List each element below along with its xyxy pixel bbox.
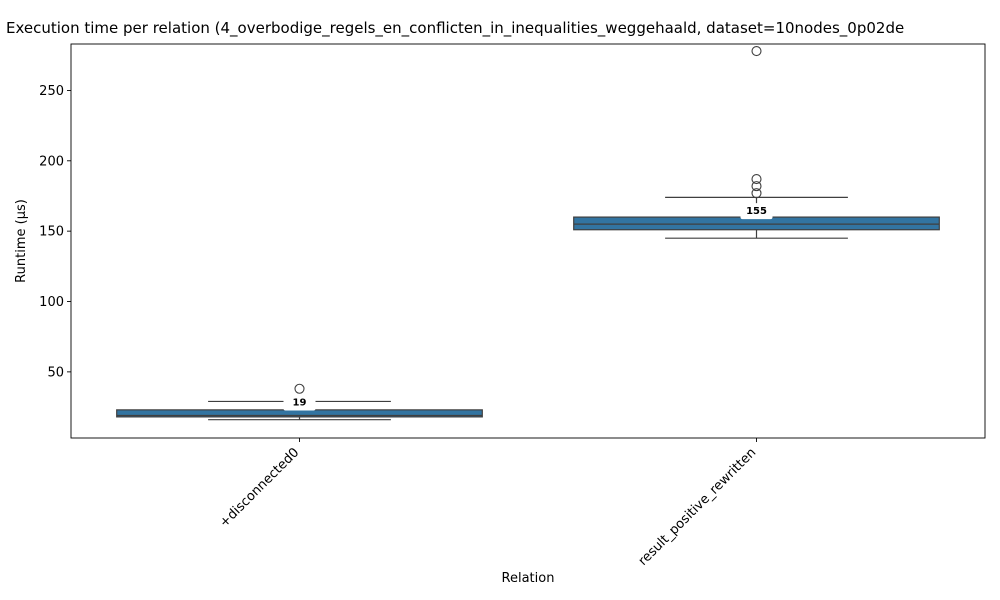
median-label-background	[283, 394, 316, 411]
y-tick-label: 50	[47, 365, 64, 380]
y-tick-label: 150	[39, 225, 64, 240]
x-axis: +disconnected0 result_positive_rewritten	[217, 438, 759, 569]
y-tick-label: 100	[39, 295, 64, 310]
median-label-background	[740, 203, 773, 220]
x-tick-label: result_positive_rewritten	[636, 445, 760, 569]
x-axis-label: Relation	[502, 571, 555, 586]
median-label: 19	[293, 397, 307, 408]
outlier-point	[294, 383, 305, 394]
y-axis-label: Runtime (µs)	[14, 199, 29, 283]
y-tick-label: 250	[39, 84, 64, 99]
y-axis: 50 100 150 200 250	[39, 84, 71, 380]
plot-area	[70, 43, 986, 439]
y-tick-label: 200	[39, 154, 64, 169]
x-tick-label: +disconnected0	[217, 445, 302, 530]
outlier-point	[751, 188, 762, 199]
outlier-point	[751, 181, 762, 192]
median-label: 155	[746, 206, 767, 217]
outlier-point	[751, 174, 762, 185]
chart-title: Execution time per relation (4_overbodig…	[6, 19, 904, 38]
box-series: 19 155	[116, 45, 940, 421]
outlier-point	[751, 45, 762, 57]
